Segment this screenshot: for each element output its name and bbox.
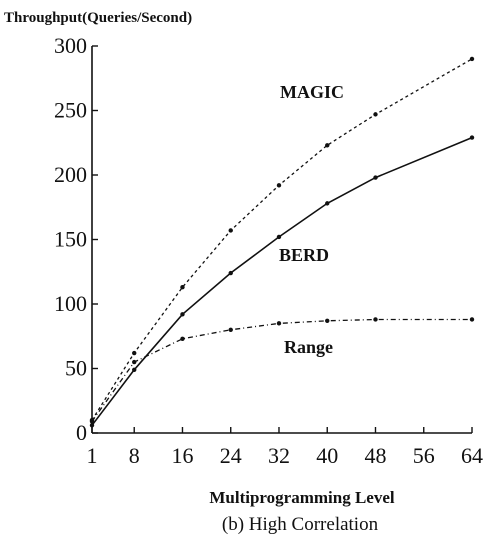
series-label-magic: MAGIC bbox=[280, 82, 344, 102]
data-point-range bbox=[180, 336, 185, 342]
series-line-berd bbox=[91, 136, 473, 426]
x-tick-label: 64 bbox=[461, 443, 483, 468]
series-layer bbox=[89, 56, 475, 428]
axes bbox=[91, 46, 472, 434]
x-tick-label: 24 bbox=[220, 443, 242, 468]
data-point-berd bbox=[276, 234, 282, 240]
data-point-range bbox=[89, 419, 95, 424]
series-line-range bbox=[91, 318, 472, 422]
y-tick-label: 200 bbox=[54, 162, 87, 187]
x-ticks: 1 8 16 24 32 40 48 56 64 bbox=[87, 427, 483, 468]
data-point-range bbox=[325, 318, 330, 323]
data-point-magic bbox=[180, 285, 185, 290]
x-tick-label: 56 bbox=[413, 443, 435, 468]
data-point-berd bbox=[469, 135, 475, 140]
x-tick-label: 40 bbox=[316, 443, 338, 468]
y-ticks: 0 50 100 150 200 250 300 bbox=[54, 33, 98, 445]
data-point-range bbox=[132, 359, 137, 365]
y-tick-label: 0 bbox=[76, 420, 87, 445]
data-point-magic bbox=[373, 112, 378, 117]
series-berd bbox=[89, 135, 475, 428]
x-tick-label: 8 bbox=[129, 443, 140, 468]
x-tick-label: 32 bbox=[268, 443, 290, 468]
data-point-magic bbox=[469, 56, 475, 62]
y-tick-label: 150 bbox=[54, 227, 87, 252]
x-tick-label: 1 bbox=[87, 443, 98, 468]
data-point-berd bbox=[89, 423, 95, 428]
data-point-magic bbox=[276, 183, 282, 188]
series-label-range: Range bbox=[284, 337, 333, 357]
data-point-berd bbox=[180, 312, 185, 317]
x-tick-label: 16 bbox=[171, 443, 193, 468]
y-tick-label: 250 bbox=[54, 98, 87, 123]
chart-caption: (b) High Correlation bbox=[222, 514, 379, 535]
data-point-range bbox=[469, 317, 475, 322]
series-range bbox=[89, 317, 475, 424]
series-line-magic bbox=[91, 58, 473, 421]
data-point-berd bbox=[228, 270, 233, 276]
y-tick-label: 100 bbox=[54, 291, 87, 316]
y-tick-label: 50 bbox=[65, 356, 87, 381]
data-point-range bbox=[276, 321, 282, 326]
y-axis-label: Throughput(Queries/Second) bbox=[4, 10, 192, 26]
x-axis-label: Multiprogramming Level bbox=[209, 488, 395, 507]
data-point-magic bbox=[132, 350, 137, 356]
data-point-range bbox=[373, 317, 378, 322]
data-point-range bbox=[228, 327, 233, 332]
data-point-berd bbox=[373, 175, 378, 180]
data-point-magic bbox=[325, 143, 330, 148]
x-tick-label: 48 bbox=[364, 443, 386, 468]
series-magic bbox=[89, 56, 475, 423]
data-point-magic bbox=[228, 228, 233, 233]
data-point-berd bbox=[325, 201, 330, 206]
series-label-berd: BERD bbox=[279, 245, 329, 265]
data-point-berd bbox=[132, 367, 137, 372]
y-tick-label: 300 bbox=[54, 33, 87, 58]
